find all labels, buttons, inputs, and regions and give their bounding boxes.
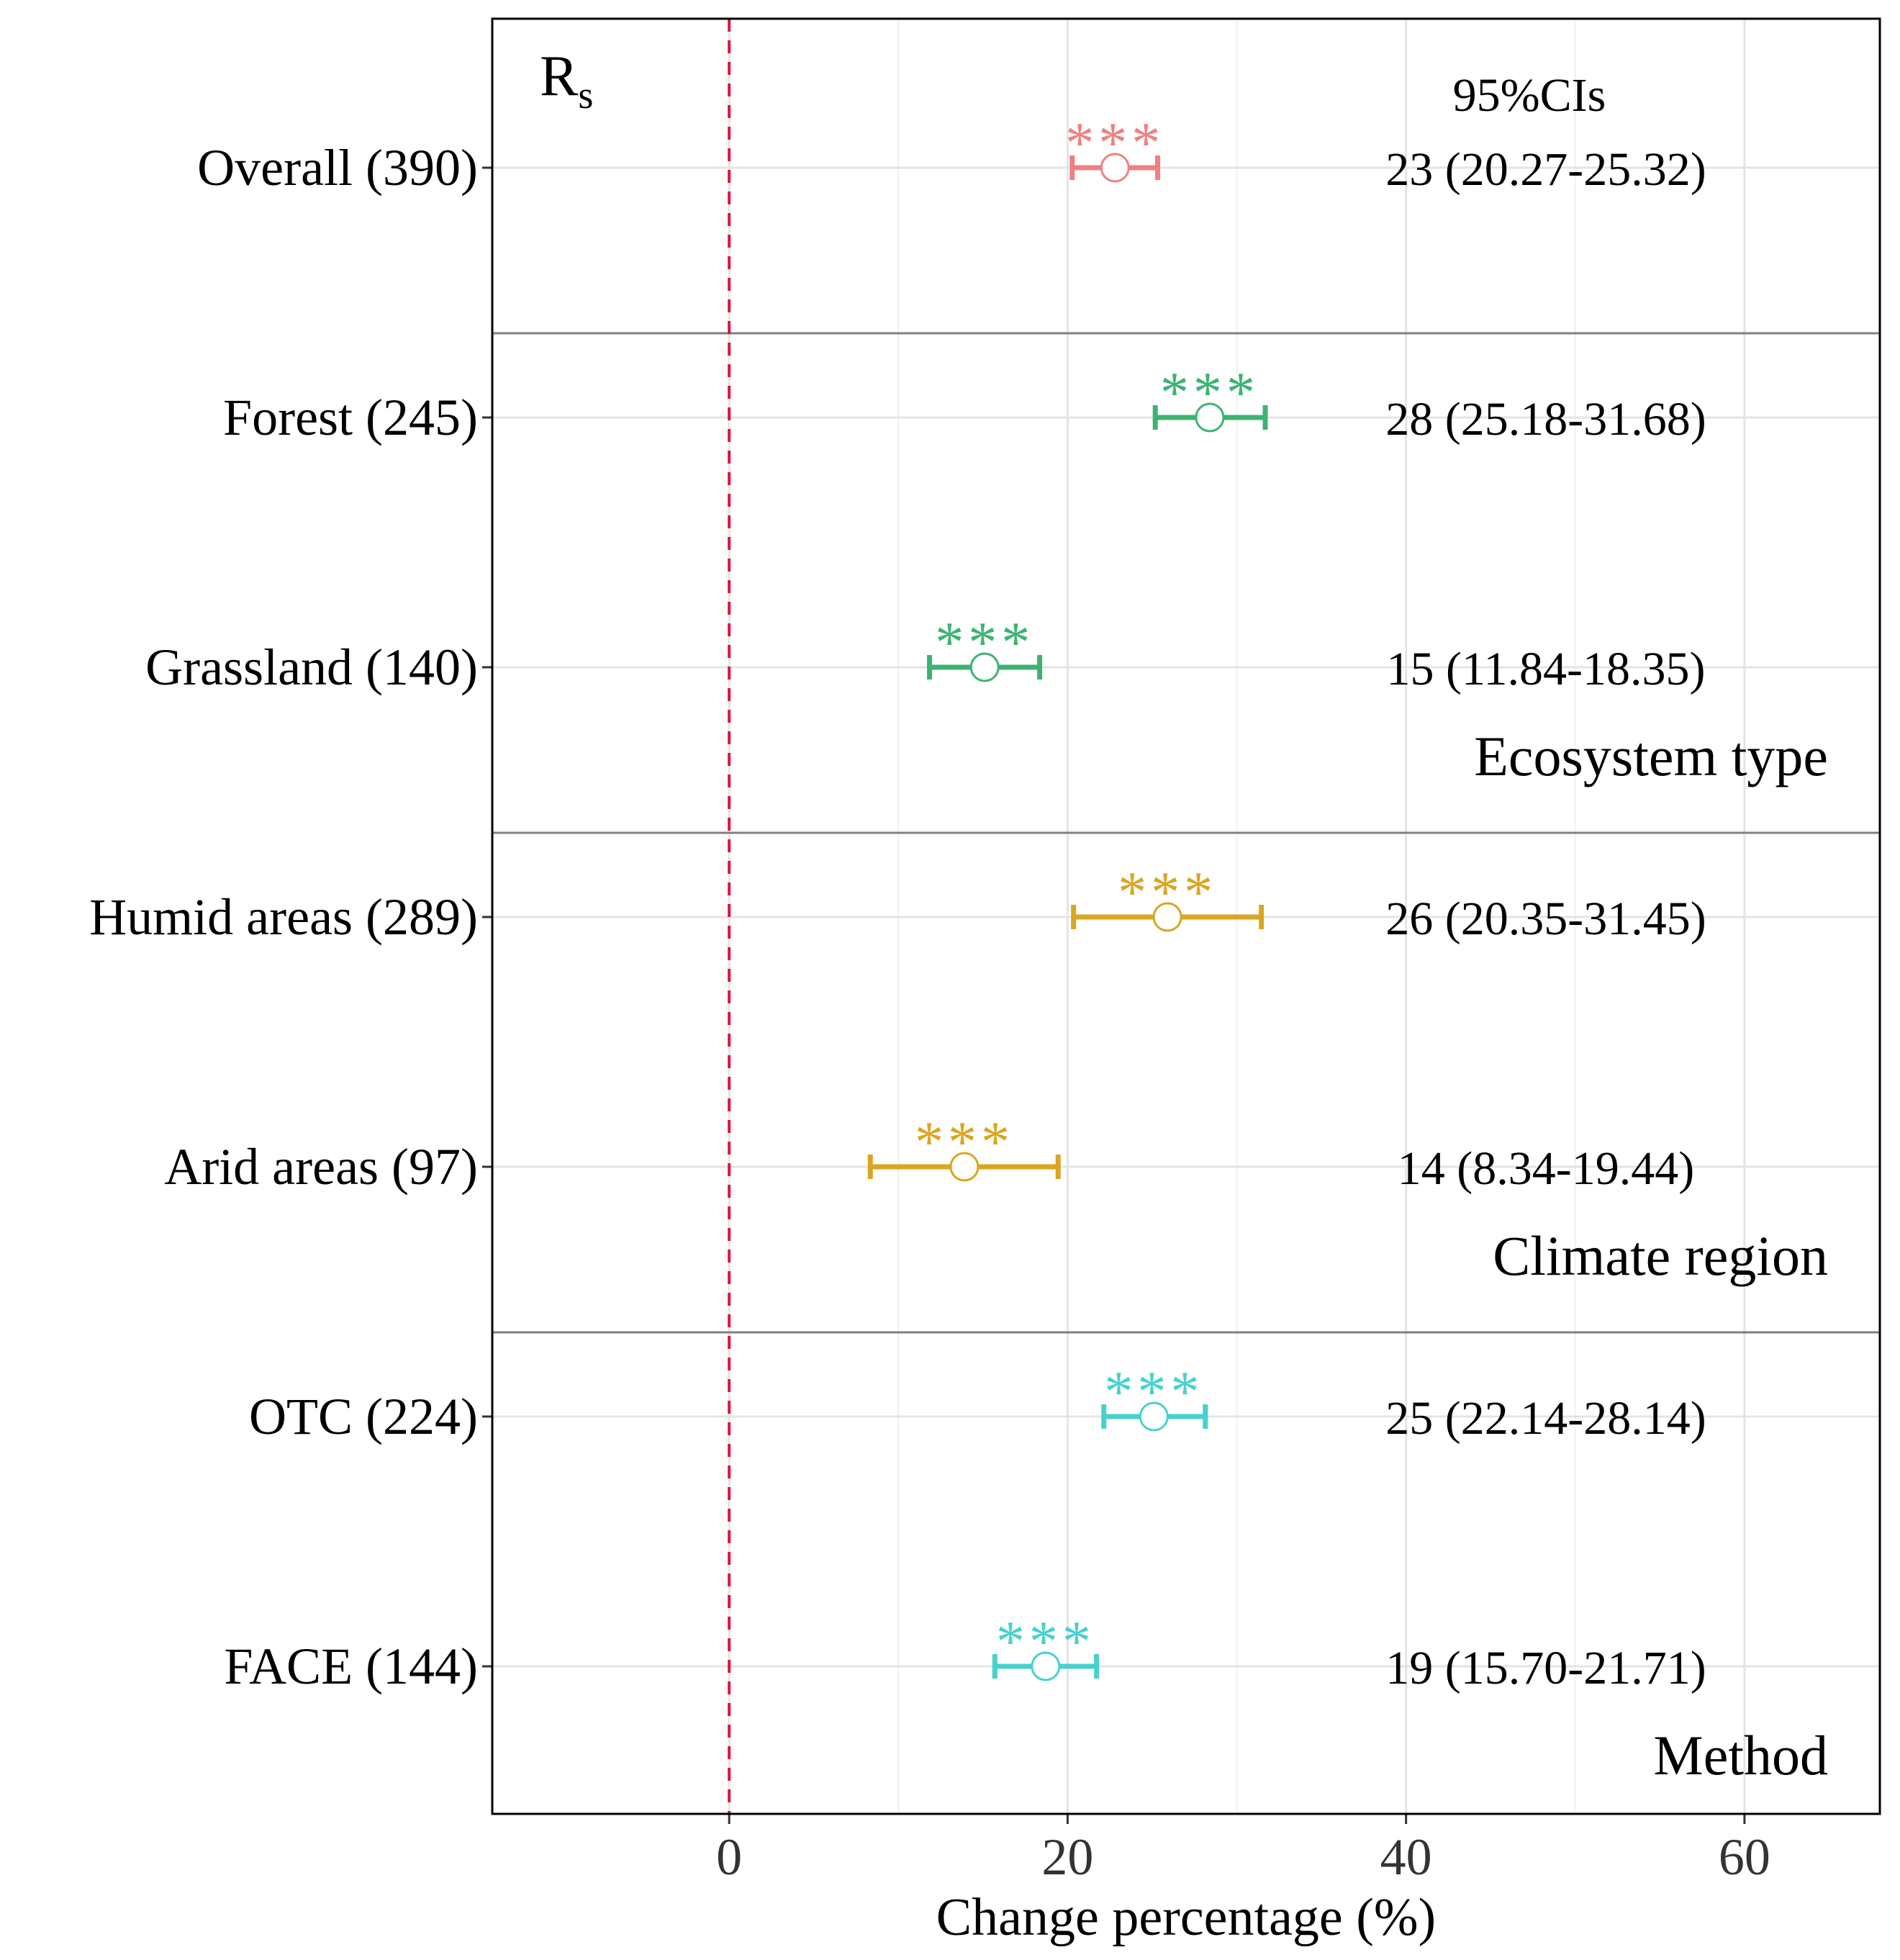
- significance-stars: ***: [1065, 112, 1164, 175]
- significance-stars: ***: [1104, 1360, 1203, 1424]
- x-axis-title: Change percentage (%): [936, 1888, 1436, 1947]
- text-layer: Ecosystem type Climate region Method 0 20 40 6…: [89, 112, 1828, 1886]
- significance-stars: ***: [1118, 861, 1217, 924]
- x-tick-label: 40: [1380, 1828, 1432, 1886]
- ci-value-label: 28 (25.18-31.68): [1385, 393, 1706, 446]
- ci-value-label: 26 (20.35-31.45): [1385, 893, 1706, 945]
- point-estimate: [1100, 153, 1130, 183]
- y-tick-label: FACE (144): [224, 1638, 478, 1695]
- significance-stars: ***: [915, 1111, 1014, 1174]
- point-estimate: [949, 1152, 980, 1182]
- group-label: Method: [1653, 1724, 1828, 1787]
- data-marks: [867, 153, 1268, 1681]
- panel-label: Rs: [540, 45, 593, 117]
- point-estimate: [1031, 1651, 1061, 1681]
- x-tick-label: 0: [716, 1828, 742, 1886]
- panel-label-sub: s: [578, 73, 593, 117]
- y-tick-label: Grassland (140): [145, 638, 478, 696]
- ci-value-label: 14 (8.34-19.44): [1398, 1142, 1694, 1195]
- point-estimate: [1139, 1401, 1169, 1432]
- significance-stars: ***: [996, 1610, 1095, 1674]
- x-tick-label: 20: [1041, 1828, 1093, 1886]
- y-tick-label: OTC (224): [249, 1388, 478, 1445]
- x-tick-label: 60: [1719, 1828, 1770, 1886]
- ci-value-label: 23 (20.27-25.32): [1385, 143, 1706, 196]
- group-separators: [492, 332, 1880, 1334]
- point-estimate: [969, 652, 1000, 682]
- group-label: Climate region: [1493, 1224, 1828, 1287]
- ci-value-label: 25 (22.14-28.14): [1385, 1392, 1706, 1445]
- y-tick-label: Overall (390): [197, 139, 478, 197]
- panel-border: [491, 17, 1881, 1815]
- point-estimate: [1152, 902, 1182, 932]
- point-estimate: [1195, 402, 1225, 433]
- ci-value-label: 19 (15.70-21.71): [1385, 1642, 1706, 1694]
- ci-header: 95%CIs: [1453, 69, 1606, 122]
- significance-stars: ***: [935, 611, 1034, 674]
- group-label: Ecosystem type: [1474, 725, 1828, 787]
- y-tick-label: Forest (245): [223, 389, 478, 446]
- significance-stars: ***: [1160, 361, 1259, 425]
- ci-value-label: 15 (11.84-18.35): [1387, 643, 1706, 695]
- y-tick-label: Arid areas (97): [164, 1138, 478, 1196]
- y-tick-label: Humid areas (289): [89, 888, 478, 946]
- panel-label-main: R: [540, 45, 579, 108]
